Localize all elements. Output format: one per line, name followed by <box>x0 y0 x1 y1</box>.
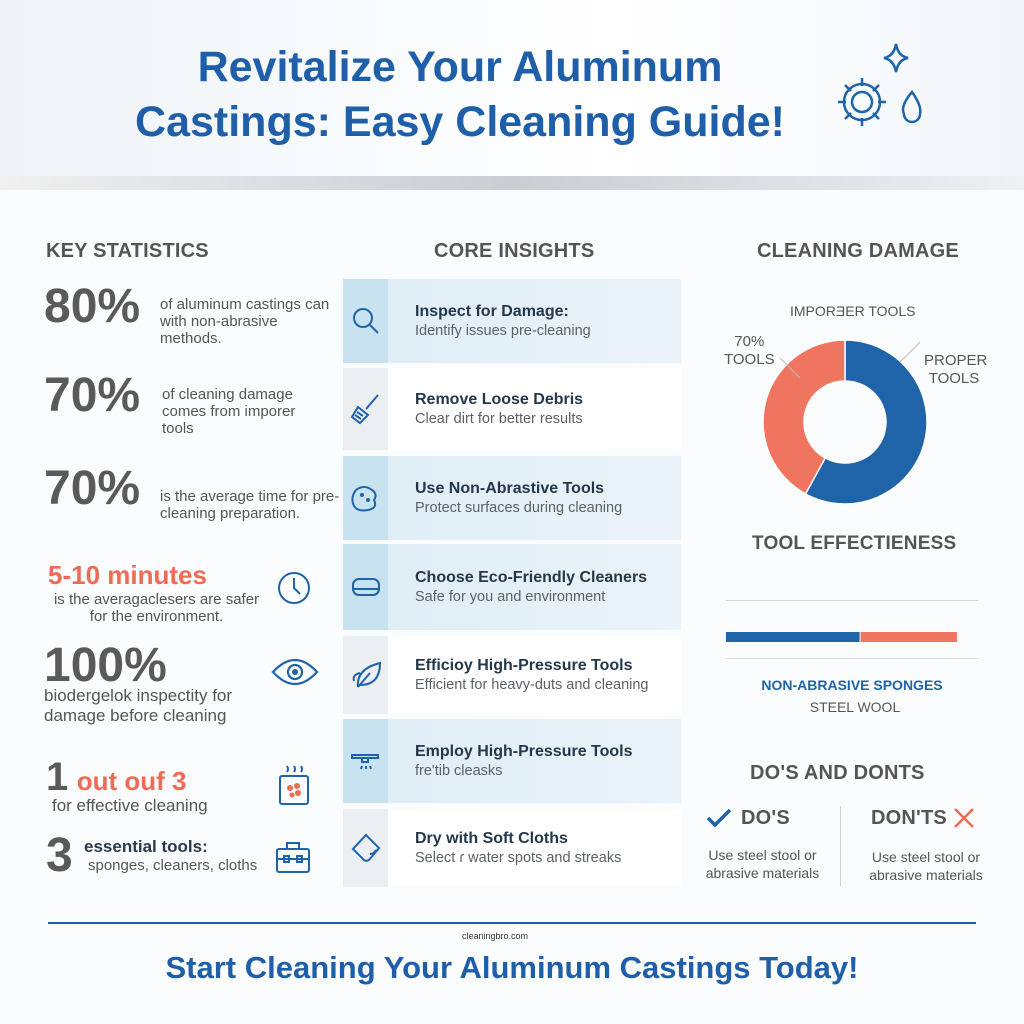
insight-subtitle: Safe for you and environment <box>415 589 606 605</box>
leader-line-blue <box>899 341 921 363</box>
insight-subtitle: Clear dirt for better results <box>415 411 583 427</box>
stat-text: is the average time for pre-cleaning pre… <box>160 488 340 522</box>
insight-title: Efficioy High-Pressure Tools <box>415 657 633 674</box>
stat-value-accent: out ouf 3 <box>76 766 187 796</box>
insight-card: Use Non-Abrastive Tools Protect surfaces … <box>343 456 681 540</box>
broom-icon <box>350 394 379 425</box>
insight-subtitle: Protect surfaces during cleaning <box>415 500 623 516</box>
insight-title: Dry with Soft Cloths <box>415 830 568 847</box>
title-line-1: Revitalize Your Aluminum <box>197 43 723 91</box>
icon-tile <box>343 636 388 714</box>
insight-title: Use Non-Abrastive Tools <box>415 480 605 497</box>
stat-value: 100% <box>44 639 167 692</box>
icon-tile <box>343 456 388 540</box>
check-icon <box>706 808 732 828</box>
insight-card: Efficioy High-Pressure Tools Efficient fo… <box>343 636 681 714</box>
donut-chart <box>762 339 928 505</box>
dos-donts-divider <box>840 806 841 886</box>
donut-slice-2 <box>762 339 846 495</box>
stat-5: 100% biodergelok inspectity for damage b… <box>44 642 274 726</box>
insight-title: Inspect for Damage: <box>415 303 569 320</box>
bar-gridline-top <box>726 600 978 601</box>
stat-value: 1 <box>46 755 69 799</box>
bar-segment-1 <box>726 632 860 642</box>
stat-value: 3 <box>46 829 73 882</box>
stat-value: 70% <box>44 369 141 422</box>
cloth-icon <box>351 833 380 862</box>
effectiveness-bar <box>726 632 957 642</box>
dos-text: Use steel stool or abrasive materials <box>705 847 820 881</box>
insight-title: Choose Eco-Friendly Cleaners <box>415 569 648 586</box>
stat-value: 70% <box>44 462 141 515</box>
insight-title: Employ High-Pressure Tools <box>415 743 633 760</box>
bar-gridline-bottom <box>726 658 978 659</box>
dos-donts-heading: DO'S AND DONTS <box>750 762 925 784</box>
footer-cta: Start Cleaning Your Aluminum Castings To… <box>165 950 859 985</box>
leaf-icon <box>352 661 381 688</box>
core-insights-heading: CORE INSIGHTS <box>434 240 595 262</box>
header-divider <box>0 176 1024 190</box>
insight-card: Inspect for Damage: Identify issues pre-c… <box>343 279 681 363</box>
donut-slice-1 <box>804 339 928 505</box>
toolbox-icon <box>276 842 310 873</box>
leader-line-red <box>779 357 801 379</box>
insight-card: Remove Loose Debris Clear dirt for better… <box>343 368 681 450</box>
stat-text: biodergelok inspectity for damage before… <box>44 686 233 725</box>
eye-icon <box>271 658 319 686</box>
stat-value: 80% <box>44 280 141 333</box>
insight-subtitle: Identify issues pre-cleaning <box>415 323 591 339</box>
donut-red-name: TOOLS <box>724 351 775 368</box>
footer-divider <box>48 922 976 924</box>
donts-text: Use steel stool or abrasive materials <box>869 849 983 883</box>
spray-nozzle-icon <box>350 754 379 770</box>
stat-text: sponges, cleaners, cloths <box>88 857 258 874</box>
gear-sparkle-drop-icon <box>838 43 922 126</box>
donut-top-label: IMPORƎER TOOLS <box>790 303 916 319</box>
stat-6: 1 out ouf 3 for effective cleaning <box>46 753 208 814</box>
insight-card: Dry with Soft Cloths Select ɾ water spots… <box>343 809 681 887</box>
dos-label: DO'S <box>741 807 790 829</box>
icon-tile <box>343 279 388 363</box>
insight-subtitle: fre'tib cleasks <box>415 763 503 779</box>
bar-segment-2 <box>860 632 957 642</box>
icon-tile <box>343 368 388 450</box>
bar-category-2: STEEL WOOL <box>809 699 901 715</box>
x-icon <box>954 808 974 828</box>
stat-value: 5-10 minutes <box>48 560 207 590</box>
title-line-2: Castings: Easy Cleaning Guide! <box>135 98 785 146</box>
insight-card: Employ High-Pressure Tools fre'tib cleask… <box>343 719 681 803</box>
clock-icon <box>278 572 310 604</box>
sponge-flat-icon <box>351 578 380 596</box>
stat-text: is the averagaclesers are safer for the … <box>53 591 260 625</box>
insight-subtitle: Efficient for heavy-duts and cleaning <box>415 677 649 693</box>
source-watermark: cleaningbro.com <box>462 931 529 941</box>
stat-label: essential tools: <box>84 837 208 856</box>
insight-title: Remove Loose Debris <box>415 391 584 408</box>
stat-4: 5-10 minutes is the averagaclesers are s… <box>44 560 284 625</box>
icon-tile <box>343 719 388 803</box>
icon-tile <box>343 544 388 630</box>
donts-label: DON'TS <box>871 807 947 829</box>
stat-text: of aluminum castings can with non-abrasi… <box>160 296 330 347</box>
header <box>0 0 1024 176</box>
magnifier-icon <box>352 308 379 334</box>
stat-text: for effective cleaning <box>52 796 208 815</box>
donut-label-red: 70% TOOLS <box>724 333 775 369</box>
key-statistics-heading: KEY STATISTICS <box>46 240 209 262</box>
page-title: Revitalize Your Aluminum Castings: Easy … <box>80 40 840 150</box>
sponge-icon <box>350 486 377 512</box>
cleaner-box-icon <box>279 765 309 805</box>
bar-category-1: NON-ABRASIVE SPONGES <box>761 677 943 693</box>
insight-card: Choose Eco-Friendly Cleaners Safe for you… <box>343 544 681 630</box>
cleaning-damage-heading: CLEANING DAMAGE <box>757 240 959 262</box>
icon-tile <box>343 809 388 887</box>
stat-text: of cleaning damage comes from imporer to… <box>162 386 296 437</box>
donut-label-blue: PROPER TOOLS <box>924 352 988 387</box>
tool-effectiveness-heading: TOOL EFFECTIENESS <box>752 533 957 554</box>
donut-red-value: 70% <box>734 333 765 350</box>
insight-subtitle: Select ɾ water spots and streaks <box>415 850 622 866</box>
